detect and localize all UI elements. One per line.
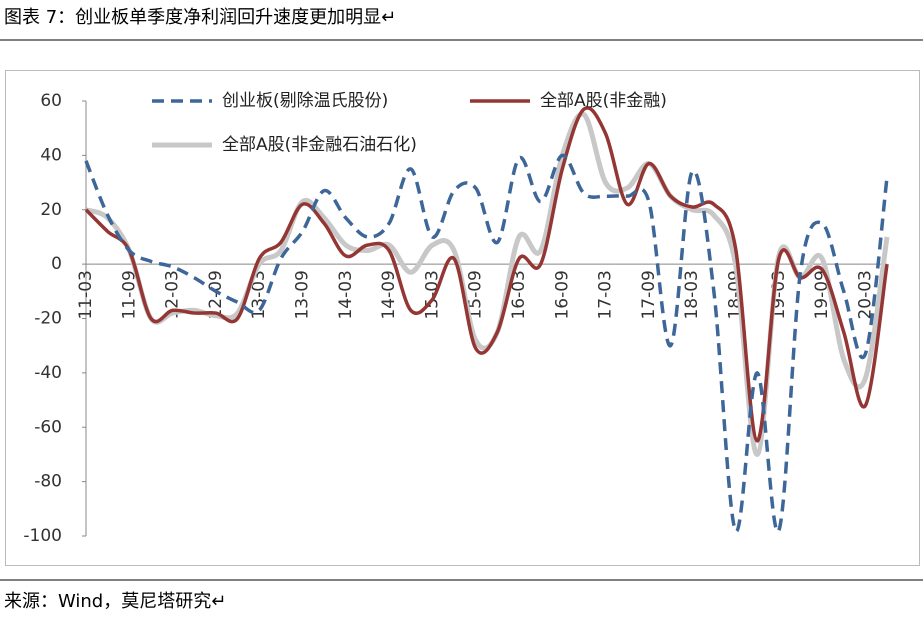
legend-label: 全部A股(非金融): [540, 91, 667, 111]
x-tick-label: 17-09: [639, 270, 659, 319]
x-tick-label: 13-03: [249, 270, 269, 319]
x-tick-label: 12-03: [163, 270, 183, 319]
x-tick-label: 12-09: [206, 270, 226, 319]
source-note: 来源：Wind，莫尼塔研究↵: [4, 591, 226, 612]
y-tick-label: -100: [23, 526, 62, 546]
x-tick-label: 18-03: [682, 270, 702, 319]
y-tick-label: -60: [34, 417, 62, 437]
x-tick-label: 16-03: [509, 270, 529, 319]
x-tick-label: 17-03: [596, 270, 616, 319]
legend-label: 创业板(剔除温氏股份): [222, 91, 388, 111]
x-tick-label: 11-03: [76, 270, 96, 319]
x-tick-label: 13-09: [293, 270, 313, 319]
chart-frame: [5, 70, 920, 566]
chart: -100 -80 -60 -40 -20 0 20 40 60 11-03 11-09 12-03 12…: [23, 91, 890, 546]
y-tick-label: 20: [40, 200, 62, 220]
figure-title: 图表 7：创业板单季度净利润回升速度更加明显↵: [4, 7, 396, 28]
y-tick-label: 0: [51, 254, 62, 274]
x-tick-label: 14-03: [336, 270, 356, 319]
y-tick-label: -80: [34, 472, 62, 492]
x-tick-label: 15-03: [422, 270, 442, 319]
x-tick-label: 15-09: [466, 270, 486, 319]
x-tick-label: 11-09: [119, 270, 139, 319]
y-tick-label: -20: [34, 309, 62, 329]
y-tick-label: 60: [40, 91, 62, 111]
y-tick-label: -40: [34, 363, 62, 383]
series-line: [84, 106, 889, 443]
x-tick-label: 20-03: [855, 270, 875, 319]
x-tick-label: 16-09: [552, 270, 572, 319]
legend-label: 全部A股(非金融石油石化): [222, 135, 417, 155]
series-line: [84, 153, 889, 534]
y-tick-label: 40: [40, 145, 62, 165]
x-tick-label: 14-09: [379, 270, 399, 319]
